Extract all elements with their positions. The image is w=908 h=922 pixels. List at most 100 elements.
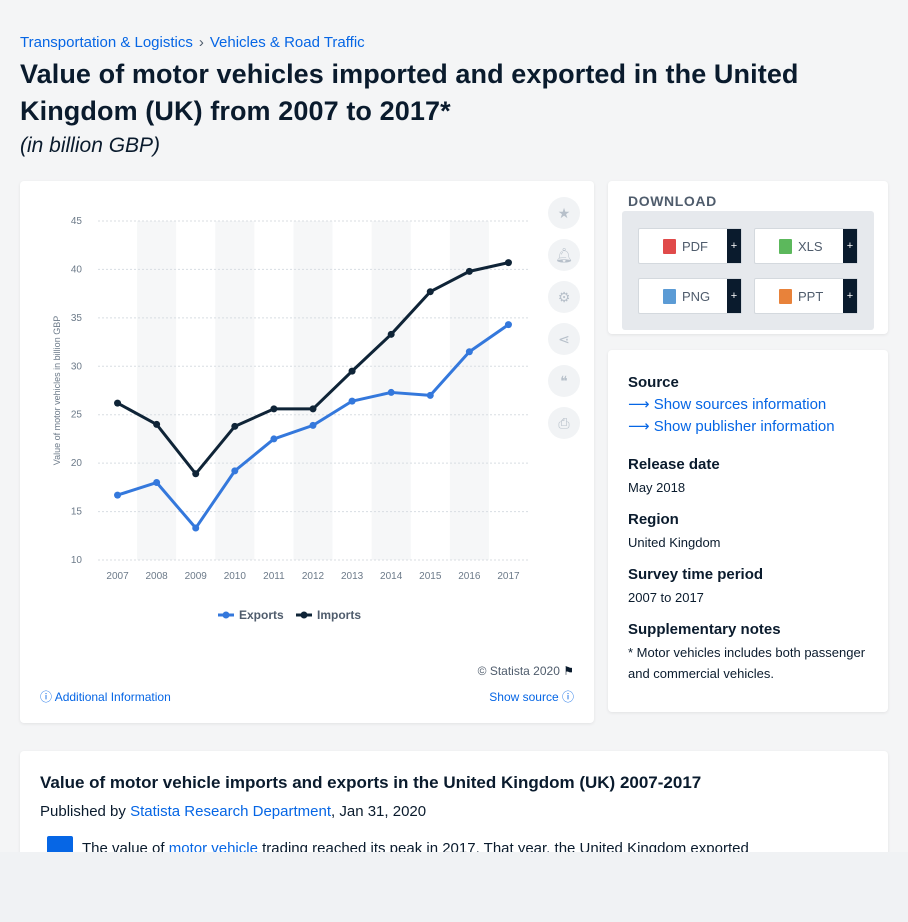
legend-marker-exports xyxy=(222,611,230,619)
x-tick-label: 2011 xyxy=(263,571,285,582)
data-point-exports xyxy=(465,348,473,356)
y-tick-label: 25 xyxy=(71,410,83,421)
show-sources-label: Show sources information xyxy=(653,396,827,413)
data-point-exports xyxy=(192,524,200,532)
published-prefix: Published by xyxy=(40,803,126,820)
show-publisher-label: Show publisher information xyxy=(653,418,835,435)
page-title: Value of motor vehicles imported and exp… xyxy=(20,59,799,126)
breadcrumb-vehicles[interactable]: Vehicles & Road Traffic xyxy=(209,34,365,51)
top-bar xyxy=(0,0,908,22)
y-tick-label: 45 xyxy=(71,216,83,227)
settings-button[interactable]: ⚙ xyxy=(548,281,580,313)
chart-toolbar: ★ 🔔︎ ⚙ ⋖ ❝ ⎙ xyxy=(548,197,580,449)
breadcrumb-separator: › xyxy=(198,34,204,51)
grid-band xyxy=(293,221,333,560)
data-point-imports xyxy=(309,405,317,413)
print-icon: ⎙ xyxy=(558,414,570,431)
legend-marker-imports xyxy=(300,611,308,619)
download-xls-button[interactable]: XLS + xyxy=(754,228,858,264)
download-png-button[interactable]: PNG + xyxy=(638,278,742,314)
additional-info-link[interactable]: ⓘ Additional Information xyxy=(40,688,171,705)
x-tick-label: 2013 xyxy=(341,571,364,582)
png-plus[interactable]: + xyxy=(727,279,741,313)
y-tick-label: 35 xyxy=(71,313,83,324)
data-point-imports xyxy=(504,259,512,267)
survey-section: Survey time period 2007 to 2017 xyxy=(628,566,763,608)
breadcrumb-transportation[interactable]: Transportation & Logistics xyxy=(20,34,193,51)
notify-button[interactable]: 🔔︎ xyxy=(548,239,580,271)
published-date: , Jan 31, 2020 xyxy=(331,803,427,820)
line-chart: 10 15 20 25 30 35 40 45 2007 2008 2009 2010 2011 201… xyxy=(52,216,528,622)
ppt-label: PPT xyxy=(798,288,824,304)
additional-info-label: Additional Information xyxy=(54,690,171,704)
info-card: Source ⟶ Show sources information ⟶ Show… xyxy=(608,350,888,712)
notes-section: Supplementary notes * Motor vehicles inc… xyxy=(628,621,868,684)
survey-value: 2007 to 2017 xyxy=(628,590,704,605)
release-heading: Release date xyxy=(628,456,720,473)
grid-band xyxy=(137,221,177,560)
arrow-right-icon: ⟶ xyxy=(628,396,650,413)
xls-plus[interactable]: + xyxy=(843,229,857,263)
info-icon: ⓘ xyxy=(561,690,574,704)
copyright: © Statista 2020 ⚑ xyxy=(478,664,574,678)
data-point-exports xyxy=(426,391,434,399)
data-point-exports xyxy=(348,397,356,405)
data-point-exports xyxy=(153,479,161,487)
breadcrumb: Transportation & Logistics › Vehicles & Ro… xyxy=(20,34,365,51)
notes-heading: Supplementary notes xyxy=(628,621,781,638)
cite-button[interactable]: ❝ xyxy=(548,365,580,397)
data-point-exports xyxy=(231,467,239,475)
x-tick-label: 2008 xyxy=(146,571,169,582)
arrow-right-icon: ⟶ xyxy=(628,418,650,435)
favorite-button[interactable]: ★ xyxy=(548,197,580,229)
download-ppt-button[interactable]: PPT + xyxy=(754,278,858,314)
pdf-file-icon xyxy=(663,238,676,254)
data-point-imports xyxy=(231,422,239,430)
release-section: Release date May 2018 xyxy=(628,456,720,498)
data-point-exports xyxy=(114,491,122,499)
data-point-imports xyxy=(348,367,356,375)
source-heading: Source xyxy=(628,374,679,391)
print-button[interactable]: ⎙ xyxy=(548,407,580,439)
region-section: Region United Kingdom xyxy=(628,511,721,553)
xls-label: XLS xyxy=(798,238,823,254)
legend-label-exports: Exports xyxy=(239,608,284,622)
pdf-label: PDF xyxy=(682,238,708,254)
show-source-link[interactable]: Show source ⓘ xyxy=(489,688,574,705)
star-icon: ★ xyxy=(557,204,571,221)
ppt-file-icon xyxy=(779,288,792,304)
x-tick-label: 2017 xyxy=(497,571,520,582)
publisher-link[interactable]: Statista Research Department xyxy=(130,803,332,820)
y-tick-label: 10 xyxy=(71,555,83,566)
pdf-plus[interactable]: + xyxy=(727,229,741,263)
data-point-imports xyxy=(114,399,122,407)
download-pdf-button[interactable]: PDF + xyxy=(638,228,742,264)
data-point-exports xyxy=(504,321,512,329)
data-point-imports xyxy=(192,470,200,478)
data-point-imports xyxy=(465,267,473,275)
gear-icon: ⚙ xyxy=(557,288,571,305)
notes-value: * Motor vehicles includes both passenger… xyxy=(628,645,866,681)
region-heading: Region xyxy=(628,511,679,528)
share-button[interactable]: ⋖ xyxy=(548,323,580,355)
page-subtitle: (in billion GBP) xyxy=(20,134,161,157)
y-tick-label: 20 xyxy=(71,458,83,469)
legend-label-imports: Imports xyxy=(317,608,361,622)
y-tick-label: 30 xyxy=(71,361,83,372)
paywall-overlay xyxy=(0,852,908,922)
ppt-plus[interactable]: + xyxy=(843,279,857,313)
data-point-imports xyxy=(426,288,434,296)
xls-file-icon xyxy=(779,238,792,254)
data-point-exports xyxy=(309,421,317,429)
flag-icon[interactable]: ⚑ xyxy=(563,664,574,678)
data-point-imports xyxy=(270,405,278,413)
show-publisher-link[interactable]: ⟶ Show publisher information xyxy=(628,417,835,435)
show-sources-link[interactable]: ⟶ Show sources information xyxy=(628,395,835,413)
data-point-exports xyxy=(387,388,395,396)
y-tick-label: 15 xyxy=(71,507,83,518)
x-tick-label: 2016 xyxy=(458,571,481,582)
x-tick-label: 2009 xyxy=(185,571,208,582)
bell-icon: 🔔︎ xyxy=(555,246,573,263)
grid-band xyxy=(215,221,255,560)
show-source-label: Show source xyxy=(489,690,559,704)
